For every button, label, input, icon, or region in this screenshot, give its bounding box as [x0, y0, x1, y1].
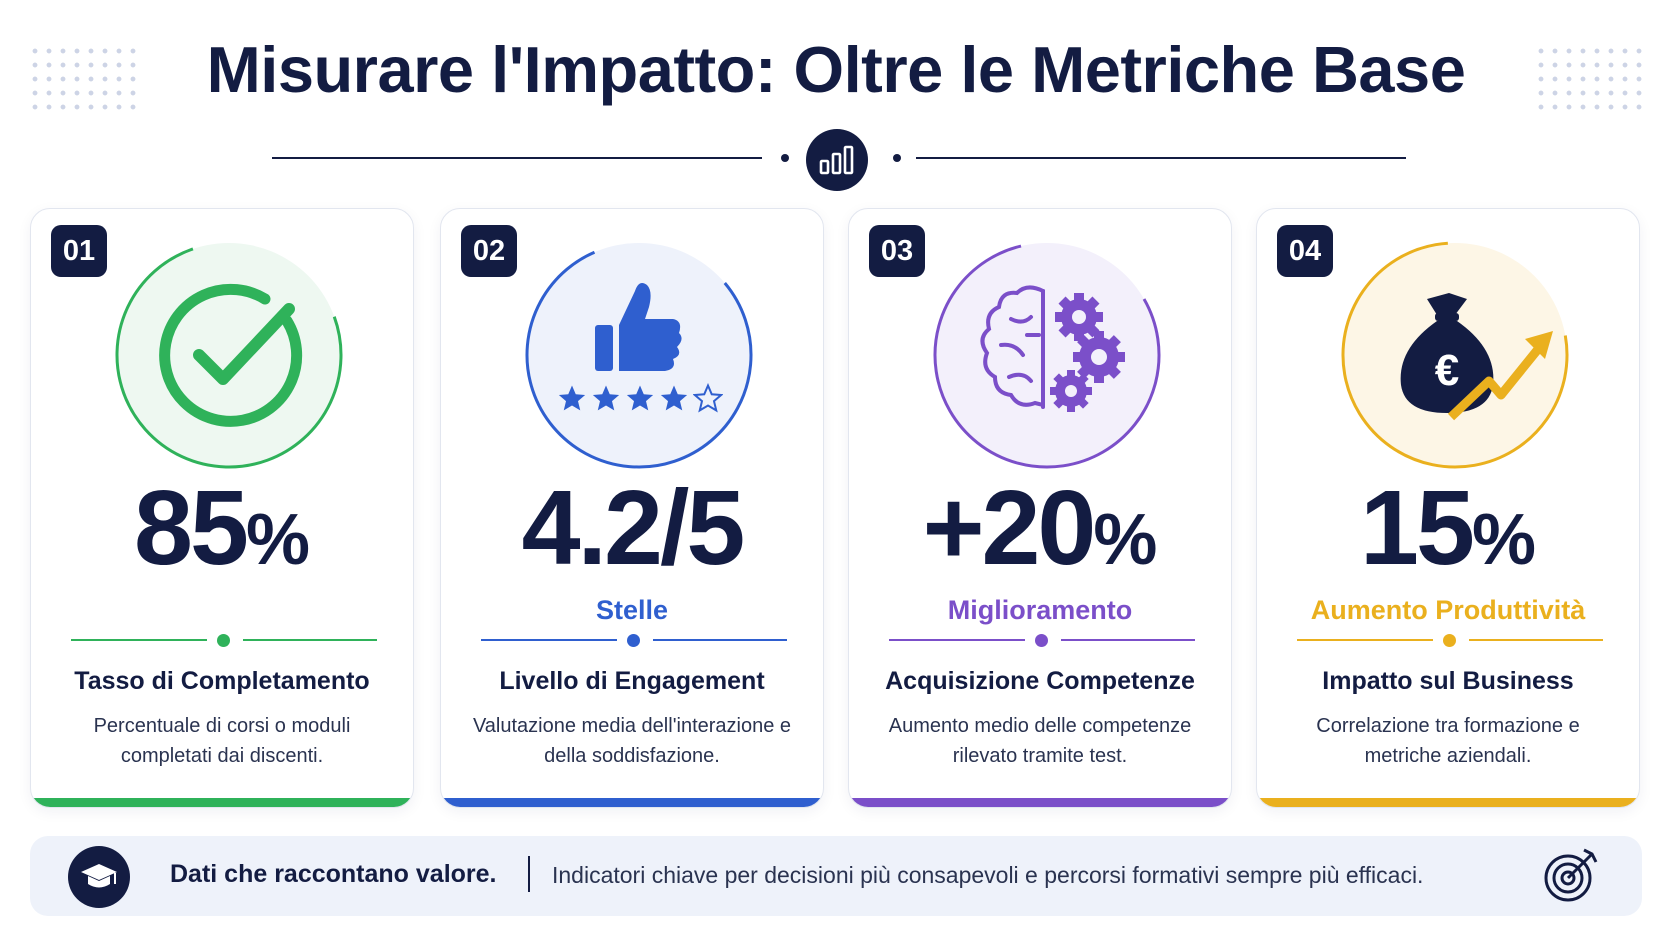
- card-separator: [1469, 639, 1603, 641]
- star-filled-icon: [592, 385, 620, 411]
- metric-card-engagement: 02 4.2/5 Stelle Livello di Engagement Va…: [440, 208, 824, 808]
- card-title: Tasso di Completamento: [74, 667, 370, 695]
- card-separator-dot: [217, 634, 230, 647]
- star-outline-icon: [693, 383, 723, 413]
- card-separator: [1297, 639, 1433, 641]
- divider-dot: [781, 154, 789, 162]
- metric-card-business: 04 € 15% Aumento Produttività Impatto su…: [1256, 208, 1640, 808]
- card-separator: [1061, 639, 1195, 641]
- card-separator: [481, 639, 617, 641]
- card-separator-dot: [1443, 634, 1456, 647]
- page-title: Misurare l'Impatto: Oltre le Metriche Ba…: [206, 33, 1466, 106]
- metric-card-completion: 01 85% Tasso di Completamento Percentual…: [30, 208, 414, 808]
- svg-text:€: €: [1435, 346, 1459, 395]
- footer-separator: [528, 856, 530, 892]
- card-number-badge: 04: [1277, 225, 1333, 277]
- metric-value: 4.2/5: [521, 469, 746, 587]
- metric-value: 15%: [1360, 469, 1536, 587]
- card-separator: [889, 639, 1025, 641]
- footer-banner: Dati che raccontano valore. Indicatori c…: [30, 836, 1642, 916]
- card-description: Aumento medio delle competenze rilevato …: [888, 715, 1192, 767]
- card-title: Acquisizione Competenze: [885, 667, 1195, 695]
- card-separator-dot: [1035, 634, 1048, 647]
- card-accent-bar: [441, 798, 823, 807]
- card-number-badge: 01: [51, 225, 107, 277]
- footer-text: Indicatori chiave per decisioni più cons…: [552, 862, 1424, 888]
- card-number-badge: 02: [461, 225, 517, 277]
- metric-value: 85%: [134, 469, 310, 587]
- graduation-cap-icon: [68, 846, 130, 908]
- metric-subtitle: Stelle: [595, 595, 669, 625]
- check-circle-icon: [113, 239, 345, 471]
- metric-card-skills: 03 +20%: [848, 208, 1232, 808]
- card-separator: [653, 639, 787, 641]
- card-accent-bar: [31, 798, 413, 807]
- card-description: Correlazione tra formazione e metriche a…: [1316, 715, 1580, 767]
- title-divider-left: [272, 157, 762, 159]
- card-separator-dot: [627, 634, 640, 647]
- card-description: Percentuale di corsi o moduli completati…: [93, 715, 351, 767]
- target-icon: [1540, 844, 1602, 906]
- decorative-dots-right: [1534, 44, 1646, 110]
- thumbs-up-stars-icon: [523, 239, 755, 471]
- star-filled-icon: [660, 385, 688, 411]
- footer-headline: Dati che raccontano valore.: [170, 860, 497, 888]
- metric-subtitle: Aumento Produttività: [1310, 595, 1586, 625]
- title-divider-right: [916, 157, 1406, 159]
- bar-chart-icon: [806, 129, 868, 191]
- metric-value: +20%: [922, 469, 1158, 587]
- card-accent-bar: [1257, 798, 1639, 807]
- star-filled-icon: [558, 385, 586, 411]
- card-separator: [243, 639, 377, 641]
- card-description: Valutazione media dell'interazione e del…: [472, 715, 792, 767]
- card-separator: [71, 639, 207, 641]
- brain-gears-icon: [931, 239, 1163, 471]
- metric-subtitle: Miglioramento: [947, 595, 1133, 625]
- card-number-badge: 03: [869, 225, 925, 277]
- card-title: Impatto sul Business: [1322, 667, 1574, 695]
- money-bag-growth-icon: €: [1339, 239, 1571, 471]
- divider-dot: [893, 154, 901, 162]
- rating-stars: [557, 383, 723, 413]
- card-accent-bar: [849, 798, 1231, 807]
- decorative-dots-left: [28, 44, 140, 110]
- card-title: Livello di Engagement: [499, 667, 765, 695]
- star-filled-icon: [626, 385, 654, 411]
